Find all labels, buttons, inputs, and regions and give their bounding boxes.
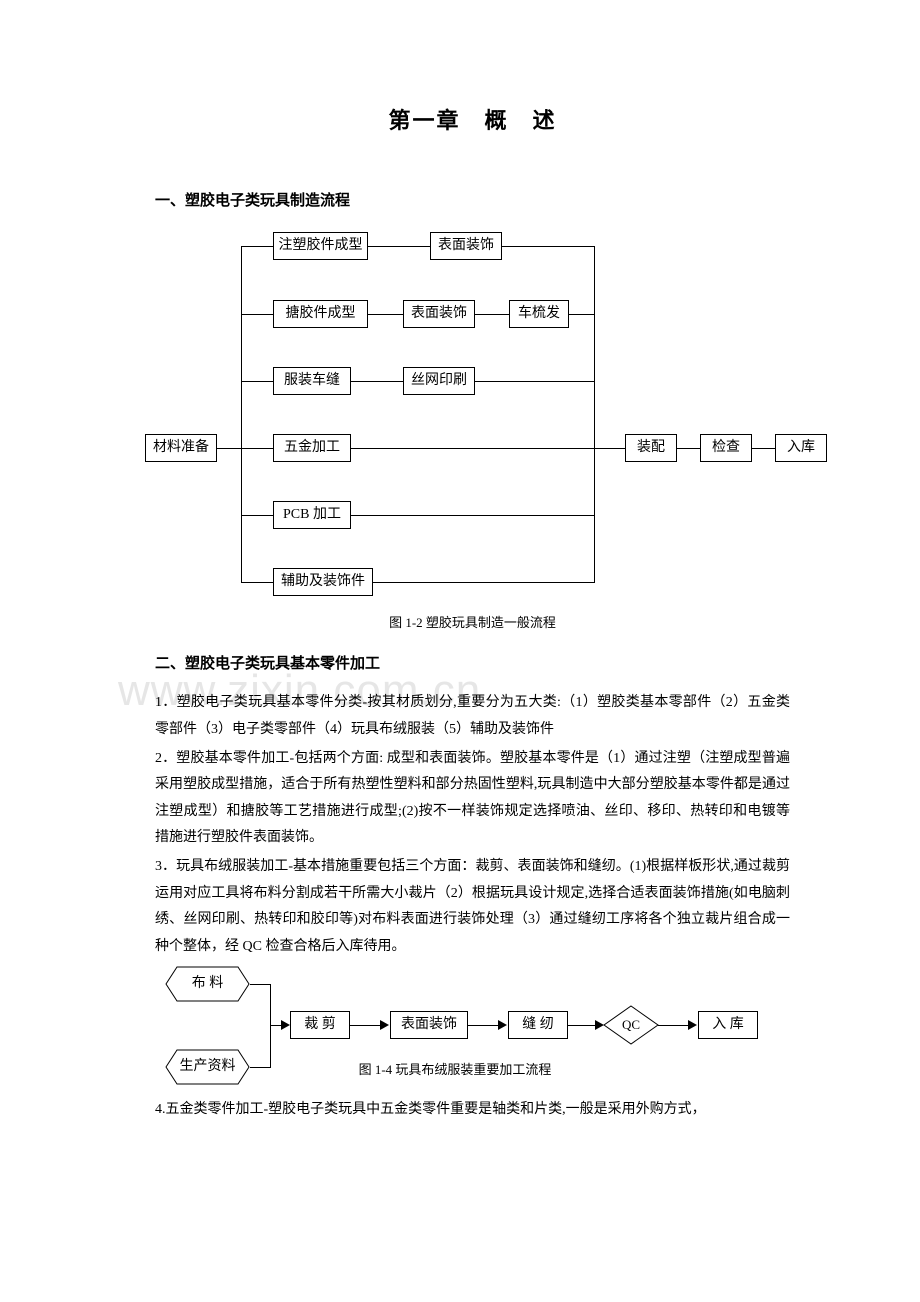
box-store2: 入 库: [698, 1011, 758, 1039]
box-material: 材料准备: [145, 434, 217, 462]
hex-prod: 生产资料: [165, 1049, 250, 1085]
box-carding: 车梳发: [509, 300, 569, 328]
box-metal: 五金加工: [273, 434, 351, 462]
hex-fabric: 布 料: [165, 966, 250, 1002]
chapter-title: 第一章 概 述: [155, 100, 790, 142]
box-surface2: 表面装饰: [403, 300, 475, 328]
box-store: 入库: [775, 434, 827, 462]
box-cut: 裁 剪: [290, 1011, 350, 1039]
box-sew: 缝 纫: [508, 1011, 568, 1039]
flowchart2-caption: 图 1-4 玩具布绒服装重要加工流程: [295, 1058, 615, 1083]
box-surface1: 表面装饰: [430, 232, 502, 260]
box-aux: 辅助及装饰件: [273, 568, 373, 596]
flowchart-fabric: 布 料 生产资料 裁 剪 表面装饰 缝 纫 QC 入 库 图 1-4 玩具布绒服…: [155, 964, 790, 1089]
section1-heading: 一、塑胶电子类玩具制造流程: [155, 187, 790, 216]
flowchart-manufacturing: 材料准备 注塑胶件成型 表面装饰 搪胶件成型 表面装饰 车梳发 服装车缝 丝网印…: [155, 227, 790, 605]
box-sewing: 服装车缝: [273, 367, 351, 395]
box-blow: 搪胶件成型: [273, 300, 368, 328]
box-pcb: PCB 加工: [273, 501, 351, 529]
paragraph-3: 3．玩具布绒服装加工-基本措施重要包括三个方面：裁剪、表面装饰和缝纫。(1)根据…: [155, 854, 790, 960]
box-assembly: 装配: [625, 434, 677, 462]
section2-heading: 二、塑胶电子类玩具基本零件加工: [155, 650, 790, 679]
box-inject: 注塑胶件成型: [273, 232, 368, 260]
paragraph-4: 4.五金类零件加工-塑胶电子类玩具中五金类零件重要是轴类和片类,一般是采用外购方…: [155, 1097, 790, 1124]
box-inspect: 检查: [700, 434, 752, 462]
flowchart1-caption: 图 1-2 塑胶玩具制造一般流程: [155, 611, 790, 636]
box-surface: 表面装饰: [390, 1011, 468, 1039]
box-silk: 丝网印刷: [403, 367, 475, 395]
paragraph-1: 1．塑胶电子类玩具基本零件分类-按其材质划分,重要分为五大类:（1）塑胶类基本零…: [155, 690, 790, 743]
paragraph-2: 2．塑胶基本零件加工-包括两个方面: 成型和表面装饰。塑胶基本零件是（1）通过注…: [155, 746, 790, 852]
diamond-qc: QC: [603, 1005, 659, 1045]
